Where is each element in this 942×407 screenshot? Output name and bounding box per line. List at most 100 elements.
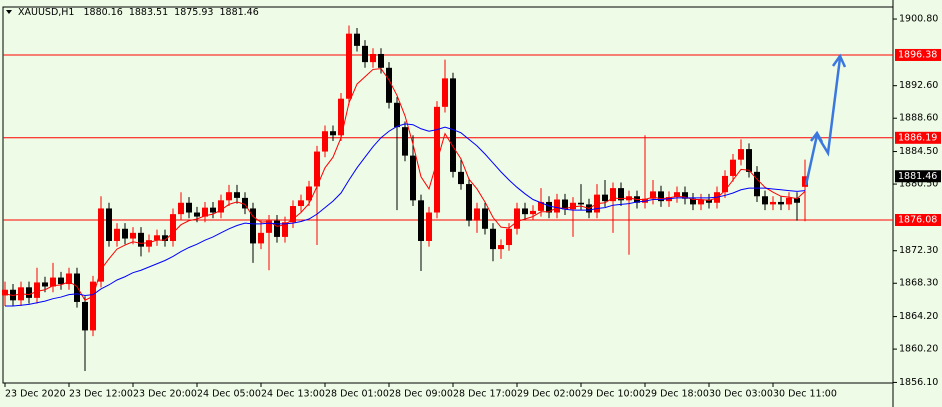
candle-body (418, 200, 424, 241)
forecast-arrow (804, 53, 847, 186)
candle-body (722, 175, 728, 193)
candle-body (202, 207, 208, 217)
candle-body (346, 33, 352, 99)
x-tick-label: 30 Dec 03:00 (709, 389, 773, 400)
candle-body (466, 184, 472, 221)
candle-body (58, 277, 64, 285)
candle-body (674, 192, 680, 198)
y-tick-label: 1892.60 (899, 80, 938, 91)
candle-body (146, 240, 152, 247)
symbol: XAUUSD,H1 (18, 7, 74, 18)
candle-body (450, 78, 456, 172)
candle-body (258, 232, 264, 244)
candle-body (138, 232, 144, 247)
candle-body (410, 155, 416, 201)
candle-body (578, 202, 584, 205)
candle-body (730, 159, 736, 176)
candle-body (530, 210, 536, 215)
x-tick-label: 28 Dec 01:00 (325, 389, 389, 400)
candle-body (330, 131, 336, 136)
candle-body (106, 208, 112, 241)
x-tick-label: 29 Dec 10:00 (581, 389, 645, 400)
level-label-bg (895, 131, 941, 144)
candle-body (90, 281, 96, 331)
candle-body (362, 45, 368, 63)
y-tick-label: 1888.60 (899, 113, 938, 124)
moving-average (5, 123, 806, 307)
x-tick-label: 24 Dec 05:00 (197, 389, 261, 400)
x-tick-label: 23 Dec 2020 (5, 389, 66, 400)
candle-body (786, 197, 792, 205)
candle-body (698, 199, 704, 205)
candle-body (354, 33, 360, 46)
candle-body (34, 282, 40, 298)
candle-body (322, 131, 328, 152)
candle-body (266, 220, 272, 233)
x-tick-label: 23 Dec 20:00 (133, 389, 197, 400)
candle-body (218, 200, 224, 213)
candle-body (522, 208, 528, 215)
candle-body (162, 235, 168, 241)
candle-body (98, 208, 104, 282)
x-tick-label: 29 Dec 02:00 (517, 389, 581, 400)
candle-body (66, 273, 72, 285)
price-label: 1881.46 (898, 171, 937, 182)
x-tick-label: 30 Dec 11:00 (773, 389, 837, 400)
candle-body (74, 273, 80, 302)
y-tick-label: 1900.80 (899, 14, 938, 25)
candle-body (506, 228, 512, 246)
y-tick-label: 1868.30 (899, 278, 938, 289)
candle-body (338, 98, 344, 136)
candle-body (290, 206, 296, 223)
candle-body (306, 186, 312, 201)
candle-body (778, 201, 784, 205)
y-tick-label: 1860.20 (899, 344, 938, 355)
candle-body (754, 171, 760, 197)
candle-body (538, 201, 544, 211)
candle-body (490, 228, 496, 250)
candle-body (498, 245, 504, 250)
candle-body (386, 67, 392, 103)
candle-body (602, 194, 608, 202)
candle-body (298, 200, 304, 207)
candle-body (706, 199, 712, 203)
x-tick-label: 24 Dec 13:00 (261, 389, 325, 400)
candle-body (650, 191, 656, 199)
candle-body (394, 102, 400, 128)
price-label-bg (895, 170, 941, 183)
header-low: 1875.93 (174, 7, 213, 18)
candle-body (794, 197, 800, 203)
candle-body (746, 149, 752, 172)
candle-body (2, 289, 8, 296)
header: XAUUSD,H1 1880.16 1883.51 1875.93 1881.4… (18, 7, 259, 18)
candle-body (562, 199, 568, 210)
candle-body (610, 188, 616, 202)
candle-body (42, 282, 48, 287)
candle-body (658, 191, 664, 202)
x-tick-label: 28 Dec 17:00 (453, 389, 517, 400)
candle-body (154, 235, 160, 241)
candle-body (442, 78, 448, 107)
candle-body (122, 228, 128, 239)
y-tick-label: 1880.50 (899, 179, 938, 190)
header-arrow (6, 10, 12, 14)
candle-body (82, 301, 88, 331)
candle-body (762, 196, 768, 205)
candle-body (738, 149, 744, 160)
candle-body (178, 202, 184, 215)
candle-body (314, 151, 320, 187)
candle-body (482, 208, 488, 229)
candle-body (26, 287, 32, 298)
candle-body (170, 214, 176, 241)
candle-body (242, 197, 248, 209)
level-label: 1886.19 (898, 132, 937, 143)
x-tick-label: 23 Dec 12:00 (69, 389, 133, 400)
candle-body (570, 202, 576, 210)
candle-body (690, 198, 696, 205)
y-tick-label: 1884.50 (899, 146, 938, 157)
candle-body (186, 202, 192, 213)
x-tick-label: 28 Dec 09:00 (389, 389, 453, 400)
candle-body (370, 53, 376, 63)
candle-body (282, 222, 288, 237)
